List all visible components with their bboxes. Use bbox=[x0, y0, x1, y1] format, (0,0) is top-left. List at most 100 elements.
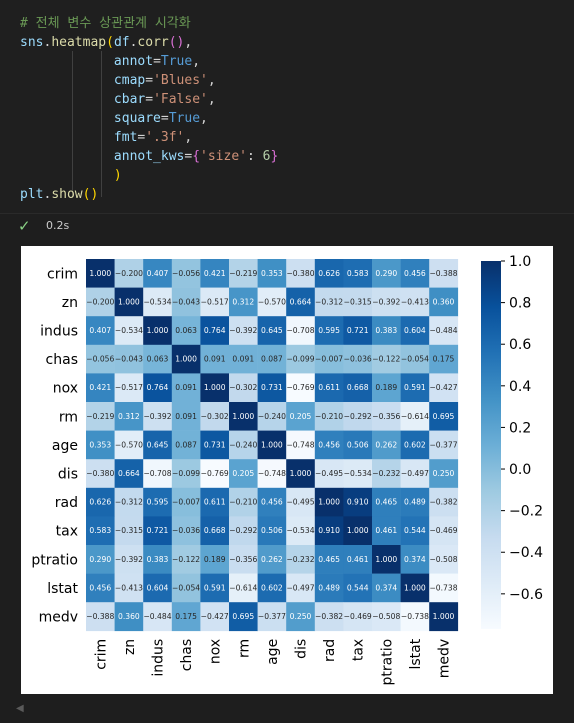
heatmap-cell bbox=[200, 602, 230, 632]
heatmap-cell bbox=[372, 402, 401, 431]
heatmap-cell bbox=[429, 259, 459, 288]
code-param-fmt: fmt bbox=[113, 130, 138, 145]
heatmap-cell-label: −0.495 bbox=[315, 469, 343, 478]
heatmap-cell-label: −0.210 bbox=[315, 412, 343, 421]
heatmap-cell-label: 0.506 bbox=[261, 526, 283, 535]
heatmap-cell-label: −0.054 bbox=[401, 355, 429, 364]
heatmap-cell-label: −0.232 bbox=[286, 555, 314, 564]
heatmap-cell bbox=[400, 487, 430, 517]
heatmap-cell-label: −0.392 bbox=[143, 412, 171, 421]
heatmap-cell-label: −0.377 bbox=[429, 440, 457, 449]
heatmap-cell-label: 0.456 bbox=[318, 440, 340, 449]
heatmap-cell-label: −0.380 bbox=[86, 469, 114, 478]
code-cell[interactable]: # 전체 변수 상관관계 시각화 sns.heatmap(df.corr(), … bbox=[0, 0, 574, 213]
colorbar-tick-label: 0.2 bbox=[509, 420, 531, 436]
heatmap-cell-label: −0.748 bbox=[258, 469, 286, 478]
code-show-module: plt bbox=[20, 187, 44, 202]
heatmap-cell-label: 0.489 bbox=[404, 498, 426, 507]
code-editor[interactable]: # 전체 변수 상관관계 시각화 sns.heatmap(df.corr(), … bbox=[20, 16, 279, 202]
heatmap-cell-label: 0.461 bbox=[347, 555, 369, 564]
heatmap-cell-label: 0.374 bbox=[404, 555, 426, 564]
heatmap-cell-label: 0.205 bbox=[232, 469, 254, 478]
heatmap-cell-label: −0.382 bbox=[429, 498, 457, 507]
heatmap-cell bbox=[372, 545, 401, 574]
heatmap-cell bbox=[429, 316, 459, 346]
heatmap-cell-label: 0.465 bbox=[375, 498, 397, 507]
heatmap-cell-label: 1.000 bbox=[204, 383, 226, 392]
heatmap-cell bbox=[343, 259, 373, 288]
heatmap-cell-label: −0.210 bbox=[229, 498, 257, 507]
heatmap-cell-label: −0.614 bbox=[229, 583, 257, 592]
heatmap-cell-label: 0.189 bbox=[375, 383, 397, 392]
heatmap-cell-label: −0.388 bbox=[86, 612, 114, 621]
heatmap-cell-label: 1.000 bbox=[118, 297, 140, 306]
y-tick-label: rm bbox=[59, 409, 78, 425]
heatmap-cell-label: 0.506 bbox=[347, 440, 369, 449]
heatmap-cell-label: 0.312 bbox=[232, 297, 254, 306]
x-tick-label: age bbox=[265, 639, 281, 665]
code-comment: # 전체 변수 상관관계 시각화 bbox=[20, 16, 191, 31]
heatmap-cell-label: −0.413 bbox=[115, 583, 143, 592]
heatmap-cell bbox=[229, 287, 258, 317]
heatmap-cell-label: −0.315 bbox=[115, 526, 143, 535]
heatmap-cell-label: −0.240 bbox=[229, 440, 257, 449]
heatmap-cell-label: 0.456 bbox=[89, 583, 111, 592]
heatmap-cell bbox=[114, 430, 144, 460]
heatmap-cell-label: 0.407 bbox=[147, 269, 169, 278]
heatmap-cell-label: 0.290 bbox=[89, 555, 111, 564]
heatmap-cell-label: 0.764 bbox=[147, 383, 169, 392]
colorbar-tick-label: 0.0 bbox=[509, 462, 531, 478]
scroll-left-icon[interactable]: ◀ bbox=[16, 703, 24, 714]
heatmap-cell bbox=[200, 430, 230, 460]
heatmap-cell-label: −0.570 bbox=[115, 440, 143, 449]
y-tick-label: tax bbox=[56, 524, 78, 540]
heatmap-cell bbox=[143, 373, 173, 403]
heatmap-cell bbox=[171, 545, 201, 574]
heatmap-cell-label: 0.583 bbox=[347, 269, 369, 278]
y-tick-label: indus bbox=[40, 324, 78, 340]
x-tick-label: rm bbox=[236, 639, 252, 658]
indent-guide bbox=[72, 51, 73, 197]
heatmap-cell bbox=[257, 259, 287, 288]
heatmap-cell-label: −0.708 bbox=[143, 469, 171, 478]
heatmap-cell-label: −0.427 bbox=[201, 612, 229, 621]
heatmap-cell bbox=[114, 545, 144, 574]
code-param-annot: annot bbox=[113, 54, 154, 69]
y-tick-label: age bbox=[52, 438, 78, 454]
heatmap-cell bbox=[372, 516, 401, 546]
heatmap-cell bbox=[286, 402, 316, 431]
heatmap-cell-label: 0.205 bbox=[290, 412, 312, 421]
heatmap-cell bbox=[86, 487, 115, 517]
code-annot-kws-value: 6 bbox=[262, 149, 271, 164]
x-tick-label: chas bbox=[179, 639, 195, 671]
heatmap-cell bbox=[200, 316, 230, 346]
heatmap-cell-label: −0.054 bbox=[172, 583, 200, 592]
heatmap-cell-label: −0.007 bbox=[172, 498, 200, 507]
heatmap-cell-label: −0.469 bbox=[344, 612, 372, 621]
heatmap-cell bbox=[257, 344, 287, 374]
heatmap-cell-label: 0.602 bbox=[404, 440, 426, 449]
heatmap-cell bbox=[200, 287, 230, 317]
heatmap-cell bbox=[314, 573, 344, 603]
heatmap-cell-label: 0.595 bbox=[147, 498, 169, 507]
colorbar-tick-label: 0.8 bbox=[509, 296, 531, 312]
heatmap-cell bbox=[86, 344, 115, 374]
heatmap-cell bbox=[286, 259, 316, 288]
heatmap-cell-label: 1.000 bbox=[232, 412, 254, 421]
code-module: sns bbox=[20, 35, 44, 50]
code-param-cbar: cbar bbox=[113, 92, 146, 107]
heatmap-cell bbox=[257, 402, 287, 431]
heatmap-cell-label: 0.664 bbox=[290, 297, 312, 306]
heatmap-cell bbox=[171, 573, 201, 603]
heatmap-cell bbox=[314, 602, 344, 632]
heatmap-cell-label: −0.534 bbox=[286, 526, 314, 535]
heatmap-cell bbox=[200, 373, 230, 403]
colorbar-tick-label: 0.6 bbox=[509, 337, 531, 353]
heatmap-cell bbox=[229, 430, 258, 460]
heatmap-cell bbox=[343, 402, 373, 431]
heatmap-cell bbox=[314, 459, 344, 489]
heatmap-cell-label: 0.626 bbox=[318, 269, 340, 278]
heatmap-cell bbox=[200, 487, 230, 517]
heatmap-cell-label: −0.356 bbox=[229, 555, 257, 564]
heatmap-cell-label: −0.302 bbox=[229, 383, 257, 392]
